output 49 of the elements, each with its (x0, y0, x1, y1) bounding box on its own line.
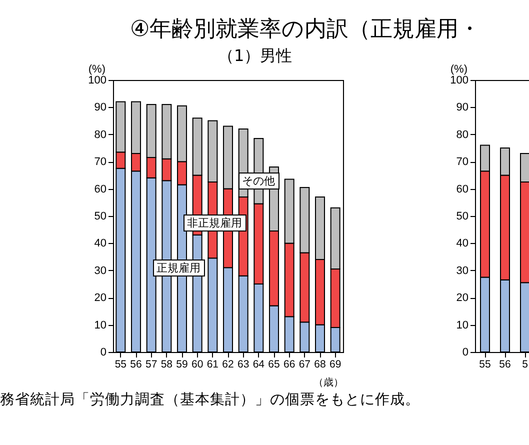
y-tick-label: 10 (456, 319, 468, 332)
x-tick-label: 62 (222, 358, 234, 370)
y-tick-label: 30 (456, 264, 468, 277)
x-tick-label: 65 (268, 358, 280, 370)
chart-title: ④年齢別就業率の内訳（正規雇用・ (130, 16, 481, 44)
y-tick-label: 50 (456, 210, 468, 222)
y-tick-label: 60 (94, 183, 106, 196)
x-tick-label: 69 (329, 358, 342, 370)
x-axis-title: （歳） (314, 376, 344, 388)
x-tick-label: 55 (114, 358, 127, 370)
y-tick-label: 60 (456, 183, 468, 196)
y-tick-label: 40 (94, 238, 106, 250)
x-tick-label: 67 (298, 358, 311, 370)
x-tick-label: 57 (145, 358, 158, 370)
y-tick-label: 30 (94, 264, 106, 277)
x-tick-label: 55 (479, 358, 491, 370)
x-tick-label: 59 (176, 358, 188, 370)
x-tick-label: 61 (206, 358, 219, 370)
x-tick-label: 64 (252, 358, 265, 370)
x-tick-label: 63 (237, 358, 250, 370)
y-tick-label: 0 (100, 346, 106, 358)
y-tick-label: 100 (88, 74, 106, 86)
y-tick-label: 50 (94, 210, 106, 222)
x-tick-label: 56 (130, 358, 142, 370)
y-axis-title: (%) (88, 64, 106, 76)
x-tick-label: 68 (314, 358, 326, 370)
y-tick-label: 20 (456, 292, 468, 304)
y-tick-label: 70 (94, 156, 106, 168)
x-tick-label: 56 (499, 358, 511, 370)
series-label: 非正規雇用 (183, 214, 246, 232)
text: 務省統計局「労働力調査（基本集計）」の個票をもとに作成。 (0, 390, 420, 409)
x-tick-label: 60 (191, 358, 204, 370)
y-tick-label: 70 (456, 156, 468, 168)
y-tick-label: 80 (456, 128, 468, 141)
y-tick-label: 40 (456, 238, 468, 250)
y-tick-label: 80 (94, 128, 106, 141)
chart-subtitle: （1）男性 (218, 46, 292, 67)
x-tick-label: 58 (160, 358, 173, 370)
y-tick-label: 20 (94, 292, 106, 304)
y-tick-label: 10 (94, 319, 106, 332)
series-label: 正規雇用 (152, 259, 205, 276)
y-axis-title: (%) (450, 64, 468, 76)
series-label: その他 (238, 172, 280, 190)
y-tick-label: 100 (450, 74, 468, 86)
x-tick-label: 66 (283, 358, 296, 370)
x-tick-label: 5 (522, 358, 528, 370)
y-tick-label: 90 (94, 102, 106, 114)
y-tick-label: 0 (462, 346, 468, 358)
y-tick-label: 90 (456, 102, 468, 114)
